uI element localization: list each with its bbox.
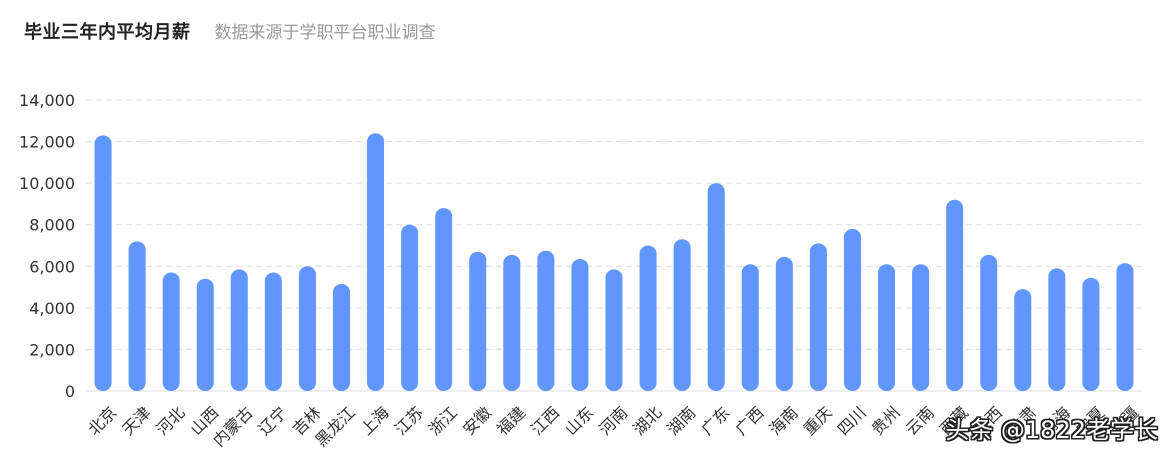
x-tick-label: 黑龙江: [311, 403, 358, 450]
bar: [503, 254, 521, 391]
bar: [332, 283, 350, 391]
y-tick-label: 2,000: [29, 340, 75, 359]
chart-subtitle: 数据来源于学职平台职业调查: [214, 23, 436, 43]
y-tick-label: 14,000: [19, 91, 75, 110]
x-tick-label: 湖南: [663, 403, 699, 439]
bar: [912, 264, 930, 391]
bar: [367, 133, 385, 391]
x-tick-label: 福建: [493, 403, 529, 439]
x-tick-label: 辽宁: [255, 403, 291, 439]
x-tick-label: 重庆: [800, 403, 836, 439]
bar: [1014, 289, 1032, 391]
bar: [775, 256, 793, 391]
y-tick-label: 8,000: [29, 216, 75, 235]
bar: [605, 269, 623, 391]
bar: [946, 199, 964, 391]
y-tick-label: 4,000: [29, 299, 75, 318]
bar: [741, 264, 759, 391]
x-tick-label: 四川: [834, 403, 870, 439]
x-tick-label: 安徽: [459, 403, 495, 439]
bar: [298, 266, 316, 391]
chart-title: 毕业三年内平均月薪: [24, 22, 191, 43]
x-tick-label: 内蒙古: [209, 403, 256, 450]
bar: [878, 264, 896, 391]
chart-header: 毕业三年内平均月薪 数据来源于学职平台职业调查: [24, 18, 436, 44]
y-tick-label: 6,000: [29, 257, 75, 276]
x-tick-label: 天津: [118, 403, 154, 439]
y-tick-label: 12,000: [19, 133, 75, 152]
x-tick-label: 浙江: [425, 403, 461, 439]
x-tick-label: 江苏: [391, 403, 427, 439]
x-tick-label: 海南: [766, 403, 802, 439]
bar: [673, 239, 691, 391]
bar: [980, 254, 998, 391]
x-tick-label: 山东: [561, 403, 597, 439]
bar: [435, 208, 453, 391]
x-tick-label: 湖北: [629, 403, 665, 439]
x-tick-label: 河南: [595, 403, 631, 439]
x-tick-label: 云南: [902, 403, 938, 439]
x-tick-label: 广西: [731, 403, 767, 439]
bar: [401, 224, 419, 391]
bar: [469, 251, 487, 391]
bar: [162, 272, 180, 391]
x-tick-label: 河北: [152, 403, 188, 439]
bar: [1082, 277, 1100, 391]
y-tick-label: 0: [65, 382, 75, 401]
y-tick-label: 10,000: [19, 174, 75, 193]
bar: [1048, 268, 1066, 391]
bar: [128, 241, 146, 391]
bar: [94, 135, 112, 391]
x-tick-label: 江西: [527, 403, 563, 439]
bar: [809, 243, 827, 391]
bar: [843, 228, 861, 391]
x-tick-label: 广东: [697, 403, 733, 439]
bar: [196, 278, 214, 391]
x-tick-label: 贵州: [868, 403, 904, 439]
bar: [639, 245, 657, 391]
bar: [707, 183, 725, 391]
bar: [537, 250, 555, 391]
bars: [94, 133, 1134, 391]
bar: [264, 272, 282, 391]
gridlines: [86, 99, 1142, 392]
bar: [230, 269, 248, 391]
x-tick-label: 上海: [357, 403, 393, 439]
bar: [571, 259, 589, 391]
bar: [1116, 263, 1134, 391]
y-axis-ticks: 0 2,000 4,000 6,000 8,000 10,000 12,000 14,000: [19, 91, 75, 401]
watermark-text: 头条 @1822老学长: [945, 416, 1158, 444]
x-tick-label: 北京: [84, 403, 120, 439]
